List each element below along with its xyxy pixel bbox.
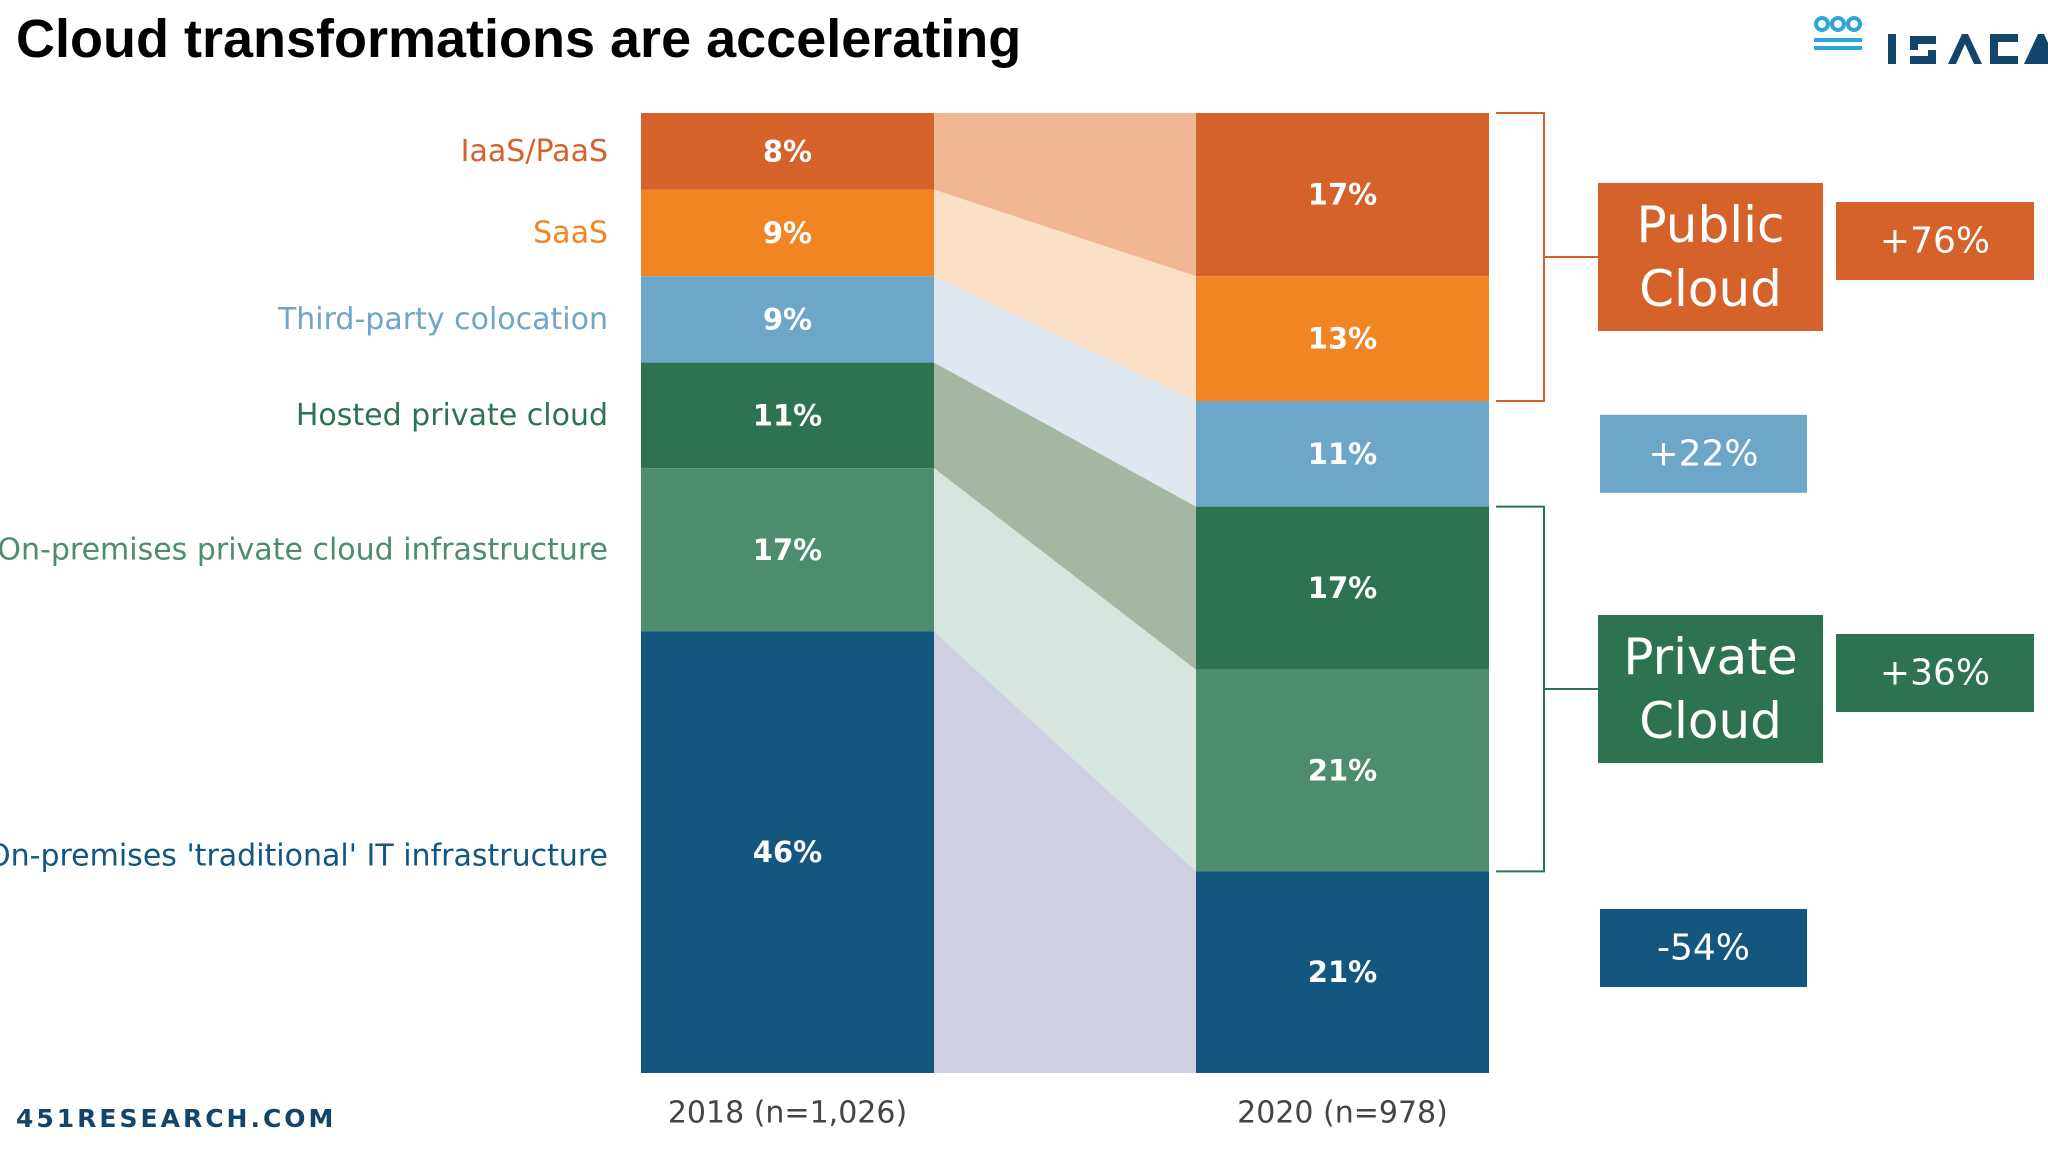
- data-label: 21%: [1308, 955, 1377, 989]
- change-box-public-cloud: [1836, 202, 2034, 280]
- bar-2020-saas: [1196, 276, 1489, 401]
- bar-2018-on-premises-private-cloud-infrastructure: [641, 468, 934, 632]
- data-label: 21%: [1308, 754, 1377, 788]
- bar-2020-iaas-paas: [1196, 113, 1489, 277]
- group-box-label: Cloud: [1639, 260, 1782, 318]
- bar-2018-saas: [641, 189, 934, 277]
- group-box-private-cloud: [1598, 615, 1823, 763]
- legend-label-saas: SaaS: [533, 216, 608, 251]
- flow-band-saas: [934, 189, 1196, 401]
- change-box-on-premises-traditional-it-infrastructure: [1600, 909, 1807, 987]
- legend-label-iaas-paas: IaaS/PaaS: [461, 134, 608, 169]
- data-label: 13%: [1308, 322, 1377, 356]
- bar-2018-third-party-colocation: [641, 276, 934, 363]
- page-title: Cloud transformations are accelerating: [16, 9, 1022, 69]
- data-label: 9%: [763, 216, 812, 250]
- data-label: 17%: [753, 533, 822, 567]
- bar-2018-hosted-private-cloud: [641, 362, 934, 469]
- legend-label-hosted-private-cloud: Hosted private cloud: [296, 398, 608, 433]
- x-tick-label: 2020 (n=978): [1237, 1096, 1448, 1131]
- bar-2020-on-premises-traditional-it-infrastructure: [1196, 871, 1489, 1073]
- source-credit: 451RESEARCH.COM: [16, 1104, 337, 1133]
- bar-2018-iaas-paas: [641, 113, 934, 190]
- change-label: +76%: [1880, 221, 1990, 262]
- data-label: 46%: [753, 835, 822, 869]
- data-label: 17%: [1308, 571, 1377, 605]
- data-label: 9%: [763, 302, 812, 336]
- bar-2020-on-premises-private-cloud-infrastructure: [1196, 669, 1489, 872]
- flow-band-on-premises-private-cloud-infrastructure: [934, 468, 1196, 872]
- x-tick-label: 2018 (n=1,026): [668, 1096, 907, 1131]
- change-box-third-party-colocation: [1600, 414, 1807, 493]
- data-label: 17%: [1308, 178, 1377, 212]
- isaca-logo: [1810, 12, 2048, 72]
- group-box-label: Cloud: [1639, 692, 1782, 750]
- bar-2020-hosted-private-cloud: [1196, 506, 1489, 670]
- bar-2020-third-party-colocation: [1196, 401, 1489, 507]
- change-label: -54%: [1657, 928, 1750, 969]
- bar-2018-on-premises-traditional-it-infrastructure: [641, 631, 934, 1073]
- data-label: 11%: [1308, 437, 1377, 471]
- legend-label-on-premises-private-cloud-infrastructure: On-premises private cloud infrastructure: [0, 532, 608, 567]
- change-label: +36%: [1880, 653, 1990, 694]
- bracket-private-cloud: [1496, 505, 1598, 873]
- flow-band-on-premises-traditional-it-infrastructure: [934, 631, 1196, 1073]
- flow-band-third-party-colocation: [934, 276, 1196, 507]
- bracket-public-cloud: [1496, 112, 1598, 402]
- flow-band-iaas-paas: [934, 113, 1196, 277]
- legend-label-on-premises-traditional-it-infrastructure: On-premises 'traditional' IT infrastruct…: [0, 839, 608, 874]
- change-label: +22%: [1648, 433, 1758, 474]
- change-box-private-cloud: [1836, 634, 2034, 712]
- flow-band-hosted-private-cloud: [934, 362, 1196, 670]
- group-box-public-cloud: [1598, 183, 1823, 331]
- data-label: 8%: [763, 134, 812, 168]
- data-label: 11%: [753, 398, 822, 432]
- group-box-label: Public: [1637, 196, 1785, 254]
- legend-label-third-party-colocation: Third-party colocation: [277, 302, 608, 337]
- group-box-label: Private: [1623, 628, 1797, 686]
